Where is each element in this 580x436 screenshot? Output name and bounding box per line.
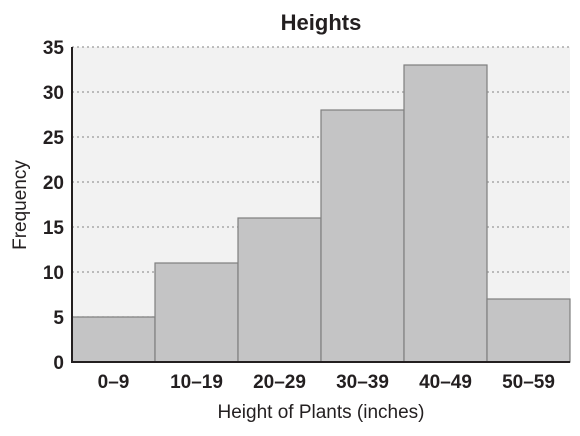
x-tick-label: 40–49: [419, 372, 472, 393]
y-tick-labels: 0 5 10 15 20 25 30 35: [43, 38, 65, 374]
bar: [403, 64, 488, 363]
x-tick-label: 20–29: [253, 372, 306, 393]
bar: [71, 316, 156, 363]
bar: [320, 109, 405, 363]
y-tick-label: 0: [53, 353, 64, 374]
chart-title: Heights: [281, 10, 362, 35]
x-tick-label: 0–9: [98, 372, 130, 393]
bar: [486, 298, 571, 363]
x-tick-label: 10–19: [170, 372, 223, 393]
y-tick-label: 15: [43, 218, 65, 239]
bar: [154, 262, 239, 363]
axes: [71, 47, 570, 363]
bar: [237, 217, 322, 363]
x-axis-label: Height of Plants (inches): [218, 402, 425, 423]
y-tick-label: 35: [43, 38, 65, 59]
x-tick-labels: 0–9 10–19 20–29 30–39 40–49 50–59: [98, 372, 555, 393]
x-tick-label: 50–59: [502, 372, 555, 393]
x-tick-label: 30–39: [336, 372, 389, 393]
y-tick-label: 25: [43, 128, 65, 149]
bars: [71, 64, 571, 363]
y-tick-label: 5: [53, 308, 64, 329]
y-tick-label: 20: [43, 173, 64, 194]
y-axis-label: Frequency: [10, 160, 31, 250]
y-tick-label: 30: [43, 83, 64, 104]
y-tick-label: 10: [43, 263, 64, 284]
